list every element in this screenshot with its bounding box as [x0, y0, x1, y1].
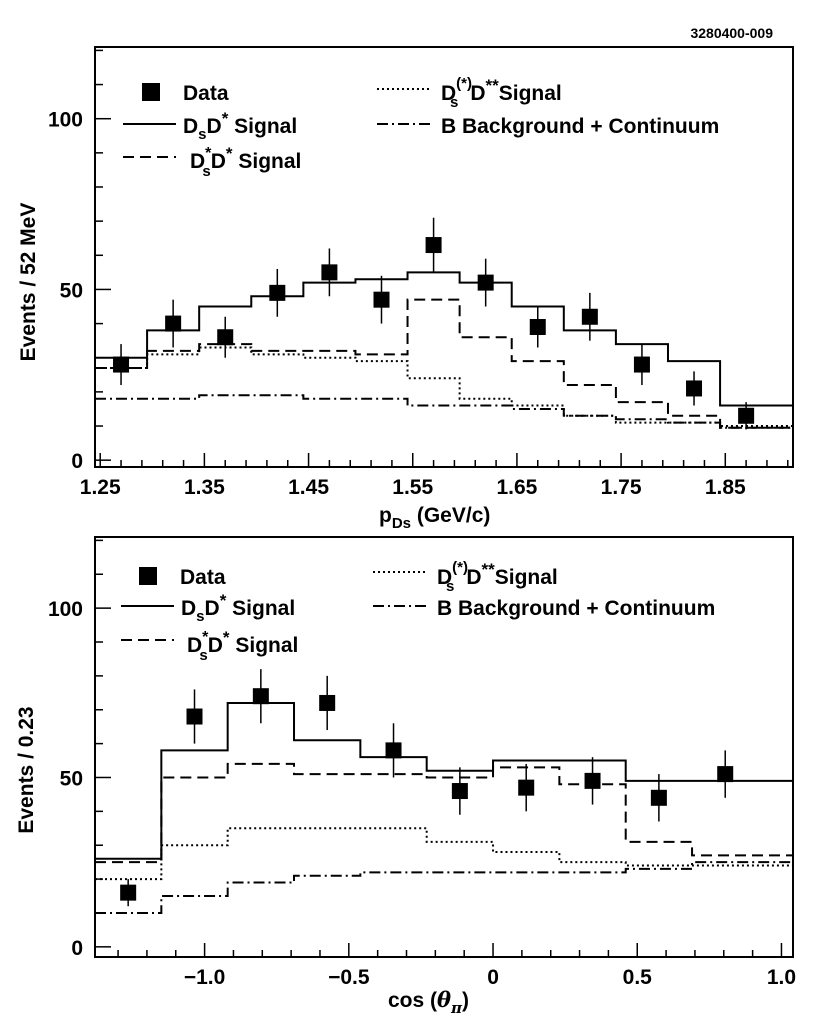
top-x-axis-label: pDs (GeV/c) [379, 504, 490, 532]
x-tick-label: 1.0 [767, 966, 796, 989]
legend-data-label: Data [183, 82, 229, 105]
y-tick-label: 100 [48, 598, 83, 621]
legend-data-marker [142, 83, 160, 101]
data-point [529, 319, 546, 335]
data-point [321, 264, 338, 281]
data-point [269, 284, 286, 301]
x-tick-label: 0 [487, 966, 499, 989]
bottom-chart: −1.0 −0.5 0 0.5 1.0 0 50 100 Events / 0.23 cos… [15, 536, 796, 1017]
data-point [217, 329, 234, 346]
hist-dashdot [95, 394, 793, 429]
top-histograms [95, 271, 793, 429]
figure-code: 3280400-009 [690, 25, 773, 41]
data-point [252, 688, 269, 705]
top-plot-frame [94, 46, 794, 468]
data-point [120, 884, 137, 901]
bottom-histograms [95, 701, 793, 914]
data-point [581, 308, 598, 325]
data-point [584, 772, 601, 789]
top-y-axis-label: Events / 52 MeV [17, 203, 40, 362]
data-point [113, 356, 130, 373]
hist-dotted [95, 827, 793, 881]
x-tick-label: −1.0 [184, 966, 225, 989]
legend-dsstar-dstar-label: D* sD* Signal [190, 144, 301, 180]
data-point [738, 407, 755, 424]
bottom-plot-frame [94, 536, 794, 958]
legend-bkg-label: B Background + Continuum [441, 115, 719, 138]
x-tick-label: 1.45 [288, 476, 329, 499]
data-point [686, 380, 703, 397]
data-point [186, 708, 203, 725]
data-point [165, 315, 182, 332]
data-point [385, 742, 402, 759]
bottom-y-axis-label: Events / 0.23 [15, 706, 38, 833]
data-point [477, 274, 494, 291]
top-legend: Data DsD* Signal D* sD* Signal D(*) s D**Si… [123, 75, 719, 180]
hist-dashdot [95, 861, 793, 914]
data-point [633, 356, 650, 373]
y-tick-label: 50 [60, 767, 83, 790]
top-chart: 1.25 1.35 1.45 1.55 1.65 1.75 1.85 0 50 100 Even… [17, 46, 794, 532]
bottom-legend: Data DsD* Signal D* sD* Signal D(*) s D**Si… [121, 559, 715, 664]
data-point [319, 694, 336, 711]
bottom-x-ticks: −1.0 −0.5 0 0.5 1.0 [117, 943, 796, 989]
bottom-data-points [120, 669, 734, 907]
legend-dsdstar-label: DsD* Signal [181, 591, 295, 625]
legend-bkg-label: B Background + Continuum [437, 597, 715, 620]
hist-dashed [95, 298, 793, 429]
x-tick-label: 0.5 [623, 966, 653, 989]
top-y-ticks: 0 50 100 [48, 49, 111, 473]
top-x-ticks: 1.25 1.35 1.45 1.55 1.65 1.75 1.85 [80, 453, 789, 499]
bottom-x-axis-label: cos (θπ) [388, 987, 469, 1017]
y-tick-label: 100 [48, 109, 83, 132]
legend-dsdstarstar-label: D(*) s D**Signal [441, 75, 562, 111]
bottom-y-ticks: 0 50 100 [48, 539, 111, 960]
x-tick-label: −0.5 [328, 966, 370, 989]
x-tick-label: 1.85 [705, 476, 746, 499]
x-tick-label: 1.65 [496, 476, 537, 499]
data-point [451, 783, 468, 800]
hist-solid [95, 701, 793, 860]
hist-dashed [95, 762, 793, 864]
legend-data-label: Data [180, 566, 226, 589]
y-tick-label: 0 [71, 450, 83, 473]
legend-dsdstarstar-label: D(*) s D**Signal [437, 559, 558, 595]
x-tick-label: 1.25 [80, 476, 121, 499]
x-tick-label: 1.75 [601, 476, 642, 499]
legend-dsstar-dstar-label: D* sD* Signal [187, 628, 298, 664]
legend-dsdstar-label: DsD* Signal [183, 109, 297, 143]
data-point [717, 766, 734, 783]
x-tick-label: 1.55 [392, 476, 433, 499]
data-point [650, 789, 667, 806]
legend-data-marker [139, 567, 157, 585]
x-tick-label: 1.35 [184, 476, 225, 499]
hist-solid [95, 271, 793, 407]
y-tick-label: 0 [71, 937, 83, 960]
hist-dotted [95, 346, 793, 428]
data-point [425, 237, 442, 254]
top-data-points [113, 217, 755, 430]
data-point [373, 291, 390, 308]
y-tick-label: 50 [60, 279, 83, 302]
data-point [518, 779, 535, 796]
